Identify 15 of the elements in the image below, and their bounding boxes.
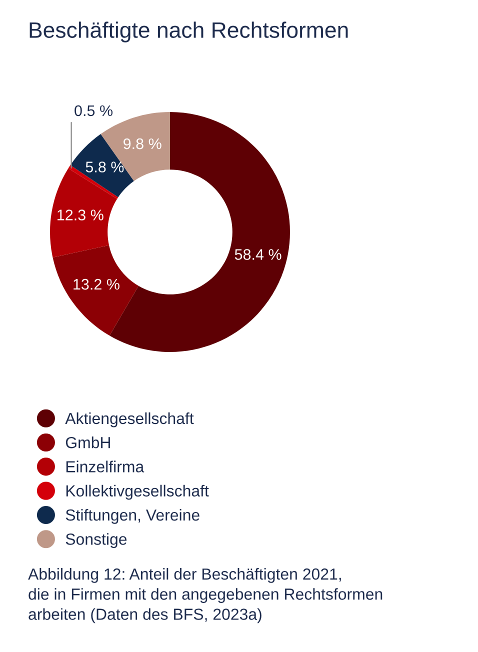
legend-label: GmbH [66, 436, 110, 448]
data-label: 58.4 % [234, 249, 282, 260]
data-label: 13.2 % [74, 278, 120, 290]
legend-label: Stiftungen, Vereine [66, 508, 200, 524]
data-label: 9.8 % [124, 138, 162, 150]
text: Abbildung 12: Anteil der Beschäftigten 2021, die in Firmen mit den angegebenen Rechtsformen arbeiten (Daten des BFS, 2023a) [28, 568, 382, 624]
data-label: 12.3 % [58, 210, 104, 220]
legend-label: Einzelfirma [66, 460, 144, 472]
legend-label: Kollektivgesellschaft [66, 484, 209, 500]
donut-slice [52, 245, 139, 336]
legend-label: Sonstige [66, 533, 127, 548]
data-label: 5.8 % [86, 162, 124, 172]
data-label: 0.5 % [74, 105, 113, 116]
chart-title: Beschäftigte nach Rechtsformen [30, 22, 348, 42]
legend-label: Aktiengesellschaft [65, 412, 194, 428]
